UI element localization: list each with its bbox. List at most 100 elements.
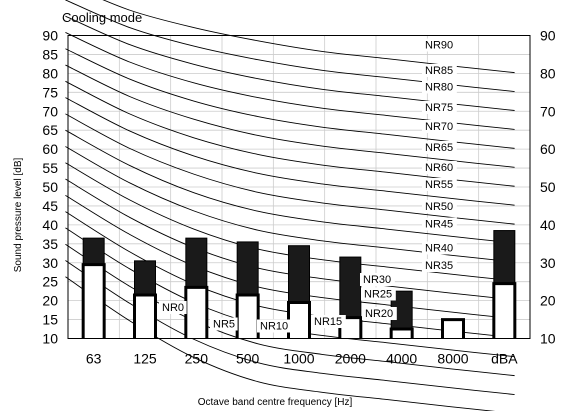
bar-lower-fill [83,264,104,339]
nr-label-bg [361,287,396,301]
nr-label: NR45 [425,219,453,231]
nr-label: NR80 [425,82,453,94]
right-y-tick-label: 80 [540,65,556,81]
bar-lower-fill [494,283,515,339]
nr-curve [102,0,515,74]
nr-label: NR65 [425,142,453,154]
bar-upper [82,237,105,266]
nr-label-bg [422,38,457,52]
nr-label: NR60 [425,162,453,174]
nr-curve [65,113,515,225]
y-tick-label: 50 [42,179,58,195]
right-y-tick-label: 30 [540,255,556,271]
x-tick-label: 500 [236,351,260,367]
right-y-axis: 10 20 30 40 50 60 70 80 90 [540,28,556,347]
nr-label-bg [257,319,292,333]
bar-lower-fill [186,287,207,339]
bar-upper [288,245,310,304]
nr-label-bg [210,317,238,331]
x-axis-label: Octave band centre frequency [Hz] [198,397,353,408]
right-y-tick-label: 60 [540,141,556,157]
y-tick-label: 60 [42,141,58,157]
right-y-tick-label: 10 [540,331,556,347]
nr-label: NR85 [425,65,453,77]
y-tick-label: 85 [42,46,58,62]
y-tick-label: 45 [42,198,58,214]
bar-lower-fill [135,294,155,339]
nr-label-bg [362,307,397,320]
bar-lower [338,316,363,339]
right-y-tick-label: 40 [540,217,556,233]
nr-label-bg [422,64,457,77]
nr-label: NR90 [425,40,453,52]
nr-label: NR55 [425,179,453,191]
x-tick-label: 2000 [335,351,366,367]
bar-lower-fill [391,329,412,339]
y-tick-label: 20 [42,293,58,309]
y-axis-label: Sound pressure level [dB] [13,158,24,273]
x-tick-label: dBA [491,351,518,367]
plot-frame [67,35,531,339]
nr-label-bg [422,141,457,154]
nr-label-bg [422,120,457,133]
nr-label: NR5 [213,319,235,331]
nr-curve [65,64,515,168]
nr-label-bg [422,80,457,94]
bar-lower [389,327,414,339]
nr-label-bg [422,217,457,231]
x-tick-label: 63 [86,351,102,367]
nr-curve [65,129,515,244]
chart-title: Cooling mode [62,10,142,25]
bar-upper [134,260,156,296]
x-tick-label: 4000 [386,351,417,367]
y-tick-label: 25 [42,274,58,290]
y-tick-label: 35 [42,236,58,252]
nr-labels: NR90 NR85 NR80 NR75 NR70 NR65 NR60 NR55 NR50 NR45… [159,38,457,333]
bar-lower-fill [443,319,463,339]
nr-label: NR20 [365,308,393,320]
left-y-axis: 10 15 20 25 30 35 40 45 50 55 60 65 70 75 80 85 90 [42,28,58,347]
y-tick-label: 30 [42,255,58,271]
y-tick-label: 80 [42,65,58,81]
nr-label: NR70 [425,121,453,133]
right-y-tick-label: 50 [540,179,556,195]
x-axis: 63 125 250 500 1000 2000 4000 8000 dBA [86,351,518,367]
y-tick-label: 40 [42,217,58,233]
bar-upper [339,256,362,319]
bar-lower-fill [289,302,309,339]
nr-label-bg [159,301,187,314]
nr-label: NR75 [425,102,453,114]
nr-label-bg [422,178,457,191]
nr-label-bg [422,241,457,255]
bar-lower [492,282,517,339]
right-y-tick-label: 90 [540,28,556,44]
nr-label: NR15 [314,316,342,328]
bar-lower [133,293,157,339]
x-tick-label: 250 [185,351,209,367]
y-tick-label: 65 [42,122,58,138]
bar-upper [185,237,208,288]
nr-label-bg [422,161,457,174]
y-tick-label: 55 [42,160,58,176]
right-y-tick-label: 20 [540,293,556,309]
x-tick-label: 8000 [437,351,468,367]
nr-label-bg [422,101,457,114]
nr-label: NR40 [425,243,453,255]
y-tick-label: 70 [42,103,58,119]
y-tick-label: 90 [42,28,58,44]
nr-curve [65,48,515,149]
x-tick-label: 125 [133,351,157,367]
nr-label: NR25 [364,289,392,301]
right-y-tick-label: 70 [540,103,556,119]
x-tick-label: 1000 [283,351,314,367]
nr-label: NR35 [425,260,453,272]
nr-label: NR10 [260,321,288,333]
y-tick-label: 10 [42,331,58,347]
y-tick-label: 75 [42,84,58,100]
nr-curve [65,97,515,206]
bar-upper [493,230,516,285]
bar-lower [81,263,106,339]
bar-lower-fill [237,294,258,339]
nr-curve [65,146,515,263]
y-tick-label: 15 [42,312,58,328]
